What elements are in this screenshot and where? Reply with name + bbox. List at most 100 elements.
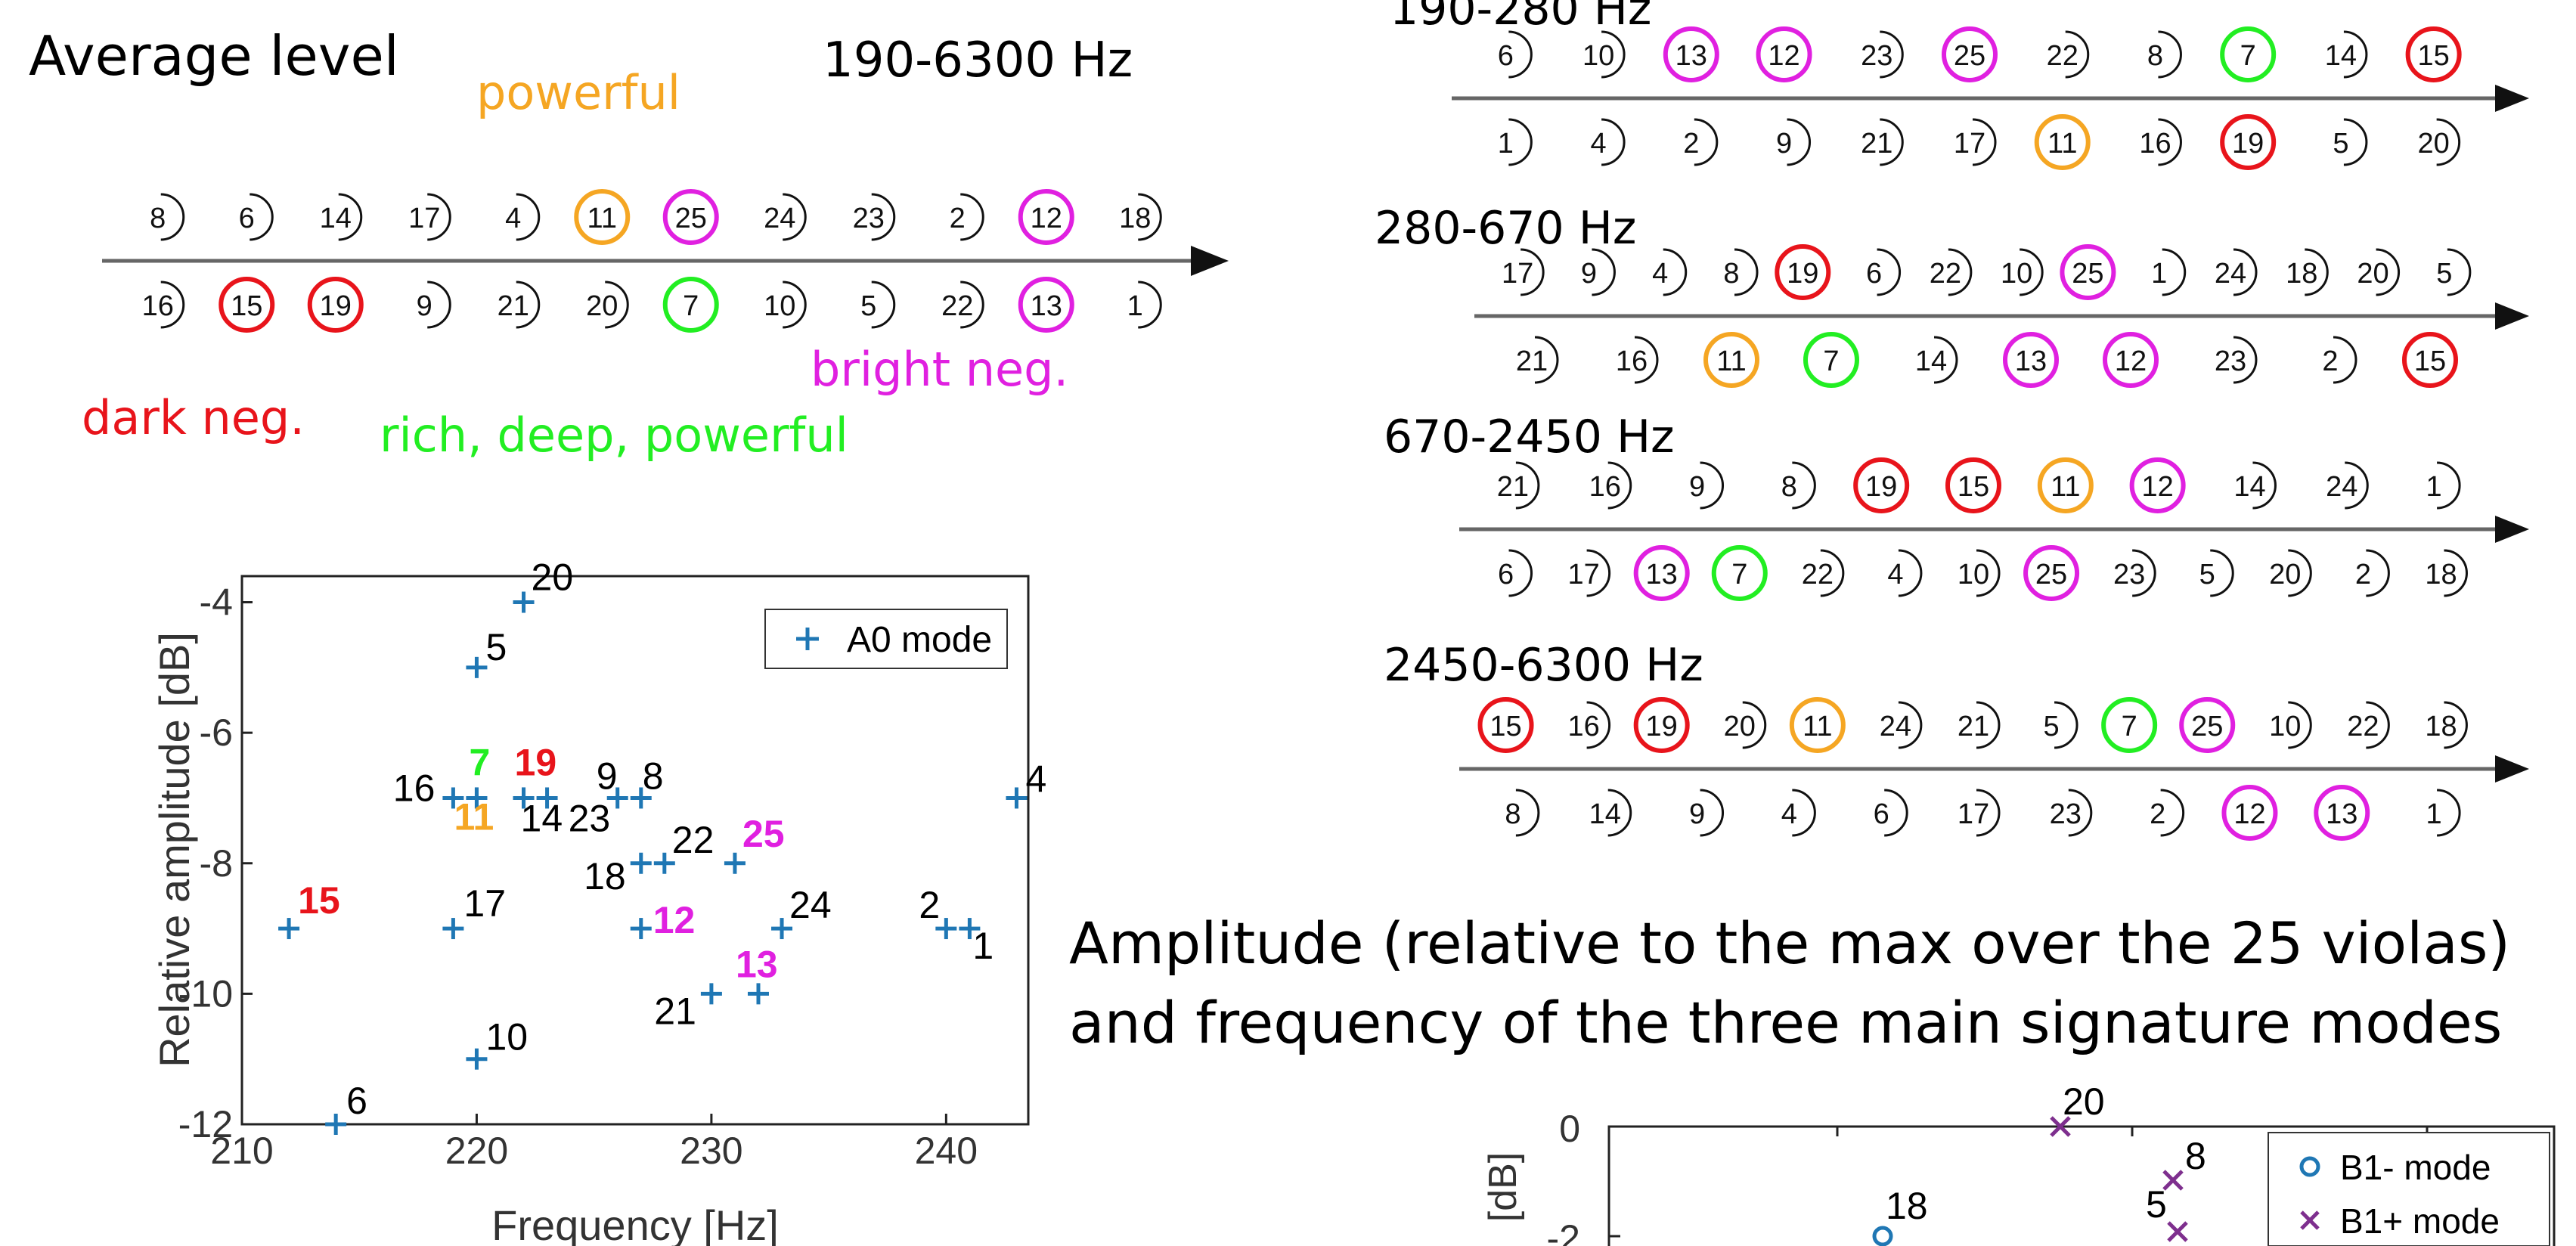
band4-marker-20: 20	[1724, 701, 1767, 749]
a0-points: 20 5 16 7 11 19 14 239 8 4 18 22 25 15 17 12 24 21 21 13 10 6	[278, 556, 1046, 1135]
svg-text:5: 5	[2199, 559, 2215, 590]
a0-point-20	[513, 591, 535, 613]
b1-ytick-minus2: -2	[1547, 1217, 1580, 1246]
a0-point-label-20: 20	[532, 556, 574, 599]
svg-text:16: 16	[1616, 346, 1648, 377]
a0-point-8	[630, 787, 652, 809]
average-band-label: 190-6300 Hz	[823, 33, 1133, 88]
a0-point-4	[1006, 787, 1028, 809]
band3-marker-10: 10	[1958, 549, 2001, 597]
a0-point-24	[771, 918, 793, 940]
svg-text:19: 19	[1787, 258, 1818, 290]
a0-point-label-2: 2	[919, 884, 940, 926]
band1-marker-13: 13	[1663, 26, 1719, 82]
a0-point-18	[630, 852, 652, 874]
svg-text:4: 4	[505, 203, 521, 234]
a0-point-label-4: 4	[1025, 758, 1046, 800]
band3-marker-19: 19	[1853, 457, 1910, 513]
svg-text:20: 20	[2417, 128, 2449, 160]
band3-marker-12: 12	[2129, 457, 2186, 513]
average-marker-7: 7	[662, 277, 719, 333]
band2-marker-12: 12	[2103, 332, 2159, 388]
average-marker-1: 1	[1127, 281, 1162, 329]
band3-marker-6: 6	[1498, 549, 1533, 597]
b1-ytick-0: 0	[1559, 1108, 1580, 1150]
band3-marker-9: 9	[1689, 461, 1724, 510]
a0-point-23	[536, 787, 558, 809]
band2-marker-2: 2	[2322, 336, 2357, 384]
band2-marker-13: 13	[2003, 332, 2059, 388]
svg-text:25: 25	[2191, 711, 2223, 742]
svg-text:21: 21	[1497, 471, 1529, 503]
a0-point-6	[325, 1114, 347, 1135]
average-marker-25: 25	[662, 189, 719, 245]
band1-marker-6: 6	[1498, 30, 1533, 79]
svg-text:11: 11	[2051, 471, 2080, 503]
a0-legend-label: A0 mode	[847, 620, 992, 660]
average-marker-18: 18	[1119, 193, 1162, 241]
band1-marker-21: 21	[1861, 118, 1904, 166]
a0-legend-box	[764, 609, 1008, 669]
svg-text:8: 8	[150, 203, 166, 234]
svg-text:2: 2	[2150, 798, 2165, 830]
a0-xtick-label-3: 240	[915, 1130, 978, 1172]
a0-point-label-19: 19	[515, 741, 557, 783]
average-marker-9: 9	[417, 281, 451, 329]
svg-text:12: 12	[2115, 346, 2147, 377]
svg-text:22: 22	[1802, 559, 1834, 590]
svg-text:16: 16	[2139, 128, 2171, 160]
svg-text:23: 23	[2050, 798, 2082, 830]
band4-markers: 15 16 19 20 11 24 21 5 7 25 10 22 18 8 14 9 4 6 17 23 2 12 13 1	[1477, 697, 2468, 841]
band3-marker-16: 16	[1589, 461, 1632, 510]
band1-marker-20: 20	[2417, 118, 2461, 166]
label-bright-neg: bright neg.	[811, 342, 1069, 397]
svg-text:7: 7	[2122, 711, 2137, 742]
svg-text:22: 22	[2347, 711, 2379, 742]
svg-text:14: 14	[320, 203, 352, 234]
svg-text:12: 12	[2141, 471, 2173, 503]
a0-point-17	[442, 918, 464, 940]
band1-marker-16: 16	[2139, 118, 2182, 166]
svg-text:24: 24	[2326, 471, 2357, 503]
band2-marker-6: 6	[1866, 248, 1901, 296]
svg-text:23: 23	[2113, 559, 2145, 590]
svg-text:24: 24	[2215, 258, 2246, 290]
b1-label-8: 8	[2185, 1135, 2206, 1177]
svg-text:14: 14	[1589, 798, 1621, 830]
band1-marker-17: 17	[1954, 118, 1997, 166]
caption-line-2: and frequency of the three main signatur…	[1069, 989, 2503, 1056]
svg-text:23: 23	[2215, 346, 2246, 377]
average-marker-4: 4	[505, 193, 541, 241]
svg-text:6: 6	[1874, 798, 1889, 830]
b1-plot-frame	[1607, 1125, 2556, 1246]
band2-markers: 17 9 4 8 19 6 22 10 25 1 24 18 20 5 21 16 11 7 14 13 12 23 2 15	[1502, 244, 2472, 388]
a0-point-25	[724, 852, 746, 874]
svg-text:1: 1	[1498, 128, 1514, 160]
svg-text:21: 21	[1958, 711, 1989, 742]
band2-marker-15: 15	[2402, 332, 2458, 388]
a0-point-label-6: 6	[346, 1080, 367, 1122]
a0-point-label-22: 22	[672, 819, 715, 861]
svg-text:13: 13	[1675, 40, 1707, 72]
svg-text:11: 11	[1716, 346, 1746, 377]
band1-marker-25: 25	[1942, 26, 1998, 82]
band-1-arrow	[2495, 85, 2529, 112]
a0-ytick-label-0: -4	[200, 581, 233, 624]
svg-text:18: 18	[2425, 559, 2457, 590]
svg-text:16: 16	[1567, 711, 1599, 742]
band1-marker-5: 5	[2333, 118, 2368, 166]
band4-marker-18: 18	[2425, 701, 2468, 749]
b1-legend-label-plus: B1+ mode	[2340, 1201, 2500, 1241]
caption-line-1: Amplitude (relative to the max over the …	[1069, 910, 2511, 977]
svg-text:7: 7	[683, 290, 699, 322]
band2-marker-4: 4	[1652, 248, 1688, 296]
band3-marker-14: 14	[2233, 461, 2277, 510]
a0-ytick-label-4: -12	[178, 1103, 233, 1145]
svg-text:15: 15	[1489, 711, 1521, 742]
average-marker-20: 20	[586, 281, 629, 329]
a0-point-label-11: 11	[454, 795, 494, 838]
band3-marker-2: 2	[2355, 549, 2390, 597]
band2-marker-8: 8	[1723, 248, 1759, 296]
a0-point-label-8: 8	[643, 755, 664, 797]
svg-text:17: 17	[408, 203, 440, 234]
